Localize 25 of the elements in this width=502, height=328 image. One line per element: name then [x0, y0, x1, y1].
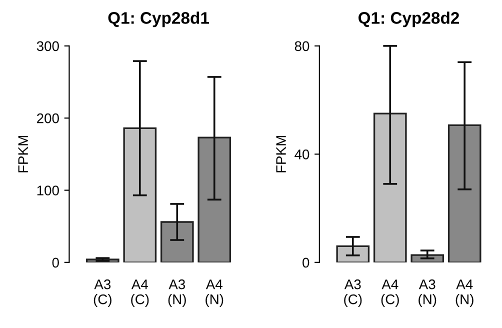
- y-tick-label: 0: [302, 258, 310, 268]
- x-tick-label: A3 (N): [418, 279, 436, 307]
- bar: [336, 245, 370, 262]
- chart-title: Q1: Cyp28d1: [108, 12, 209, 28]
- x-tick-label: A3 (N): [168, 279, 186, 307]
- bar: [373, 112, 407, 262]
- y-tick-label: 100: [37, 186, 59, 196]
- y-tick-label: 300: [36, 41, 59, 52]
- y-tick-label: 80: [294, 41, 310, 52]
- x-tick-label: A3 (C): [94, 279, 112, 307]
- y-axis-title: FPKM: [276, 136, 286, 172]
- y-tick-label: 200: [37, 113, 59, 124]
- y-tick-label: 40: [294, 149, 310, 160]
- bar: [198, 136, 232, 262]
- x-tick-label: A3 (C): [344, 279, 362, 307]
- bar: [123, 127, 157, 262]
- x-tick-label: A4 (N): [206, 280, 224, 307]
- x-tick-label: A4 (N): [456, 280, 474, 307]
- x-tick-label: A4 (C): [131, 280, 149, 307]
- chart-title: Q1: Cyp28d2: [358, 12, 460, 28]
- y-axis-title: FPKM: [18, 136, 28, 172]
- bar: [160, 221, 194, 262]
- bar: [448, 124, 482, 262]
- x-tick-label: A4 (C): [381, 280, 399, 307]
- y-tick-label: 0: [52, 258, 59, 268]
